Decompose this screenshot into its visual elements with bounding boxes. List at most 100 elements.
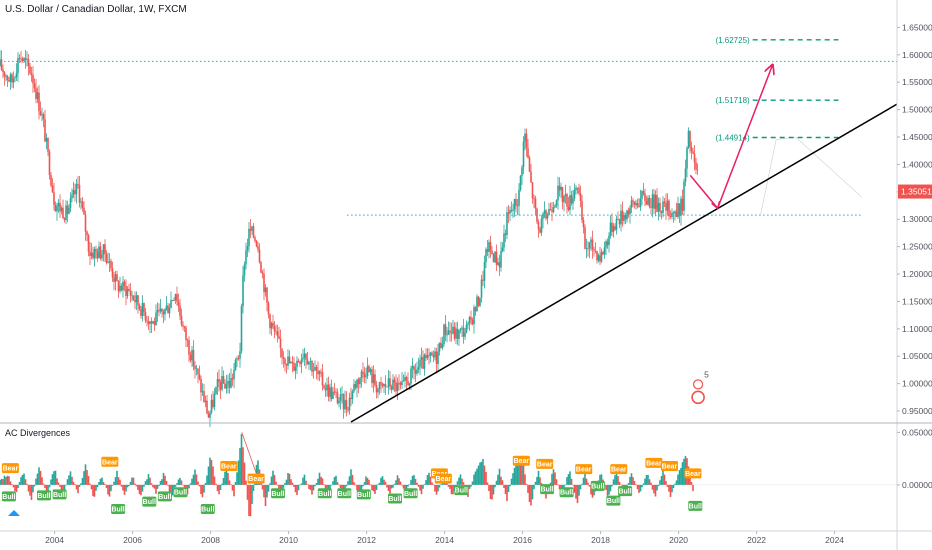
candle-body-177 — [264, 287, 267, 293]
candle-body-253 — [378, 382, 381, 390]
candle-body-351 — [525, 133, 528, 149]
candle-body-384 — [575, 187, 577, 191]
candle-body-398 — [596, 251, 598, 261]
candle-body-310 — [464, 332, 466, 337]
candle-body-66 — [98, 246, 100, 259]
osc-bar-339 — [507, 484, 510, 493]
candle-body-354 — [530, 171, 532, 183]
candle-body-91 — [135, 295, 138, 303]
candle-body-3 — [3, 72, 6, 77]
candle-body-118 — [176, 294, 178, 302]
signal-badge-21 — [512, 455, 530, 466]
candle-body-414 — [620, 210, 622, 225]
divergence-line — [241, 432, 258, 477]
osc-bar-176 — [263, 484, 265, 498]
osc-bar-349 — [522, 462, 525, 485]
candle-body-59 — [87, 235, 90, 252]
price-candles — [0, 49, 699, 428]
candle-body-113 — [168, 307, 171, 314]
candle-body-51 — [75, 183, 78, 195]
osc-bar-242 — [362, 484, 364, 487]
candle-body-271 — [405, 376, 408, 381]
osc-bar-254 — [380, 477, 382, 485]
candle-body-134 — [200, 378, 202, 393]
candle-body-259 — [387, 378, 390, 388]
candle-body-2 — [2, 69, 4, 73]
osc-bar-72 — [107, 484, 109, 495]
candle-body-347 — [519, 175, 522, 190]
candle-body-198 — [296, 360, 298, 367]
candle-body-424 — [635, 203, 637, 205]
osc-bar-378 — [566, 477, 568, 485]
osc-bar-327 — [489, 484, 492, 500]
osc-bar-205 — [306, 484, 309, 485]
osc-bar-299 — [447, 484, 450, 487]
osc-bar-407 — [609, 484, 612, 492]
candle-body-291 — [435, 351, 438, 365]
osc-bar-377 — [564, 484, 567, 486]
osc-bar-94 — [140, 484, 142, 496]
osc-bar-15 — [21, 474, 24, 485]
osc-bar-204 — [305, 480, 307, 485]
signal-label-32: Bear — [685, 471, 701, 478]
candle-body-403 — [603, 247, 606, 255]
tv-logo-icon — [8, 510, 20, 516]
candle-body-344 — [515, 199, 517, 206]
candle-body-26 — [38, 92, 40, 112]
osc-bar-414 — [620, 484, 622, 485]
osc-bar-156 — [233, 484, 235, 497]
candle-body-363 — [543, 210, 546, 214]
osc-bar-253 — [378, 482, 381, 485]
osc-bar-235 — [351, 474, 354, 485]
candle-body-282 — [422, 357, 424, 369]
candle-body-314 — [470, 317, 472, 320]
candle-body-298 — [446, 334, 448, 336]
candle-body-47 — [69, 198, 72, 208]
candle-body-376 — [563, 195, 565, 203]
osc-bar-393 — [588, 484, 591, 487]
candle-body-450 — [674, 211, 676, 214]
osc-bar-33 — [48, 484, 51, 488]
candle-body-57 — [84, 214, 87, 232]
osc-bar-211 — [315, 483, 318, 485]
candle-body-105 — [156, 310, 159, 313]
candle-body-108 — [161, 308, 163, 312]
candle-body-18 — [26, 59, 28, 60]
osc-bar-2 — [2, 479, 4, 485]
candle-body-236 — [353, 384, 355, 392]
candle-body-24 — [35, 88, 37, 100]
osc-bar-301 — [450, 484, 453, 495]
osc-bar-438 — [656, 484, 658, 491]
candle-body-288 — [431, 352, 433, 356]
candle-body-418 — [626, 210, 628, 220]
price-tick-label-6: 1.25000 — [902, 242, 932, 252]
osc-bar-0 — [0, 479, 1, 485]
candle-body-431 — [645, 200, 648, 205]
time-tick-label-3: 2010 — [279, 535, 298, 545]
osc-bar-226 — [338, 484, 340, 486]
candle-body-45 — [66, 205, 69, 214]
osc-bar-101 — [150, 483, 153, 485]
candle-body-337 — [504, 233, 507, 235]
candle-body-160 — [239, 351, 241, 359]
osc-bar-323 — [483, 465, 486, 485]
candle-body-388 — [581, 200, 583, 221]
candle-body-457 — [684, 168, 687, 182]
candle-body-279 — [417, 367, 420, 370]
osc-bar-369 — [552, 469, 555, 485]
signal-badge-25 — [575, 464, 593, 475]
candle-body-270 — [404, 376, 406, 381]
osc-bar-54 — [80, 483, 82, 485]
candle-body-162 — [242, 275, 244, 307]
candle-body-336 — [503, 233, 505, 248]
candle-body-106 — [158, 310, 160, 312]
signal-label-21: Bear — [514, 458, 530, 465]
osc-bar-344 — [515, 465, 517, 485]
candle-body-191 — [285, 364, 288, 366]
candle-body-246 — [368, 366, 370, 373]
osc-bar-404 — [605, 484, 607, 490]
candle-body-202 — [302, 357, 304, 360]
candle-body-73 — [108, 260, 111, 263]
signal-badge-9 — [200, 504, 215, 515]
